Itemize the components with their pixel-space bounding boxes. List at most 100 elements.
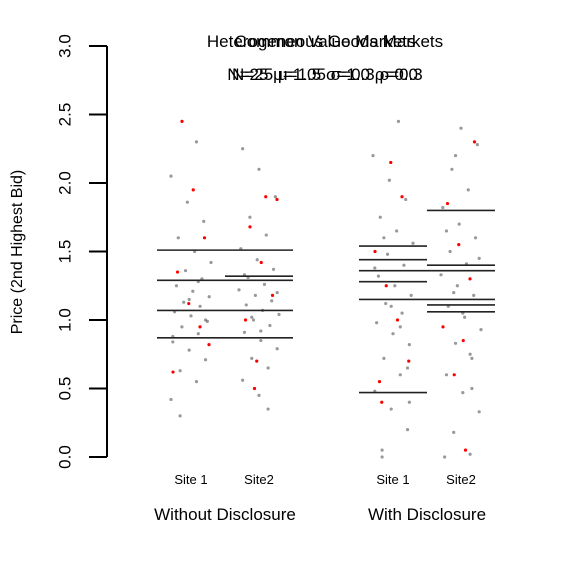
highlight-point <box>202 236 207 240</box>
y-tick-label: 1.0 <box>55 308 74 332</box>
highlight-point <box>457 243 461 247</box>
point <box>275 291 279 295</box>
point <box>371 154 375 158</box>
point <box>472 293 476 297</box>
point <box>448 249 452 254</box>
point <box>253 293 257 297</box>
highlight-point <box>377 380 382 384</box>
point <box>444 373 449 377</box>
highlight-point <box>389 160 393 165</box>
point <box>257 167 261 171</box>
point <box>477 410 481 414</box>
point <box>407 400 411 404</box>
point <box>470 356 474 360</box>
highlight-point <box>243 318 248 322</box>
point <box>396 119 401 123</box>
point <box>275 347 279 351</box>
point <box>248 215 252 219</box>
highlight-point <box>264 195 268 199</box>
point <box>264 233 268 237</box>
highlight-point <box>207 343 211 347</box>
x-tick-label: Site2 <box>446 472 476 487</box>
point <box>409 293 413 297</box>
highlight-point <box>472 140 477 144</box>
point <box>194 380 199 384</box>
point <box>257 393 261 397</box>
point <box>477 256 481 260</box>
point <box>382 356 386 360</box>
point <box>187 348 191 352</box>
point <box>198 304 202 308</box>
point <box>268 323 272 328</box>
y-tick-label: 0.0 <box>55 445 74 469</box>
point <box>259 329 263 333</box>
point <box>174 284 179 288</box>
subtitle: N=25 μ=1.05 σ=0.3 ρ=0.3 <box>227 65 422 84</box>
point <box>203 318 208 322</box>
highlight-point <box>175 270 180 274</box>
point <box>452 291 456 295</box>
point <box>393 284 397 288</box>
point <box>398 325 402 329</box>
point <box>479 327 483 332</box>
point <box>202 219 206 223</box>
point <box>250 356 254 360</box>
point <box>405 428 410 432</box>
point <box>196 332 200 336</box>
point <box>376 274 381 278</box>
point <box>452 430 456 434</box>
point <box>191 289 195 293</box>
highlight-point <box>270 293 275 297</box>
point <box>244 303 248 307</box>
point <box>241 378 245 382</box>
highlight-point <box>441 325 445 329</box>
point <box>411 241 415 245</box>
point <box>468 452 472 456</box>
y-tick-label: 3.0 <box>55 34 74 58</box>
highlight-point <box>187 301 191 306</box>
point <box>378 215 382 219</box>
point <box>453 154 458 158</box>
point <box>450 167 454 171</box>
point <box>380 448 384 452</box>
titles: Heterogeneous Goods Markets Common Value… <box>207 32 443 84</box>
point <box>444 229 449 233</box>
x-tick-label: Site2 <box>244 472 274 487</box>
group-label: Without Disclosure <box>154 505 296 524</box>
point <box>407 343 411 347</box>
point <box>242 330 247 334</box>
point <box>459 126 463 130</box>
point <box>439 273 443 277</box>
point <box>391 332 395 336</box>
point <box>461 391 465 395</box>
highlight-point <box>468 277 472 281</box>
point <box>237 288 241 292</box>
y-axis-label: Price (2nd Highest Bid) <box>9 170 26 335</box>
point <box>404 197 408 202</box>
point <box>443 455 447 459</box>
point <box>375 321 379 325</box>
point <box>271 267 276 271</box>
point <box>178 369 182 373</box>
highlight-point <box>275 197 279 202</box>
point <box>266 366 270 370</box>
point <box>259 338 263 343</box>
highlight-point <box>461 338 465 343</box>
point <box>453 341 458 345</box>
point <box>389 304 393 308</box>
point <box>241 147 245 151</box>
point <box>251 318 256 322</box>
point <box>207 295 211 299</box>
point <box>455 284 459 288</box>
point <box>262 282 267 286</box>
point <box>169 397 173 402</box>
y-tick-label: 2.5 <box>55 103 74 127</box>
point <box>402 263 406 267</box>
y-tick-label: 1.5 <box>55 240 74 264</box>
point <box>457 222 461 226</box>
point <box>183 269 188 273</box>
point <box>389 407 393 411</box>
point <box>176 236 180 240</box>
y-tick-label: 2.0 <box>55 171 74 195</box>
x-tick-label: Site 1 <box>376 472 409 487</box>
